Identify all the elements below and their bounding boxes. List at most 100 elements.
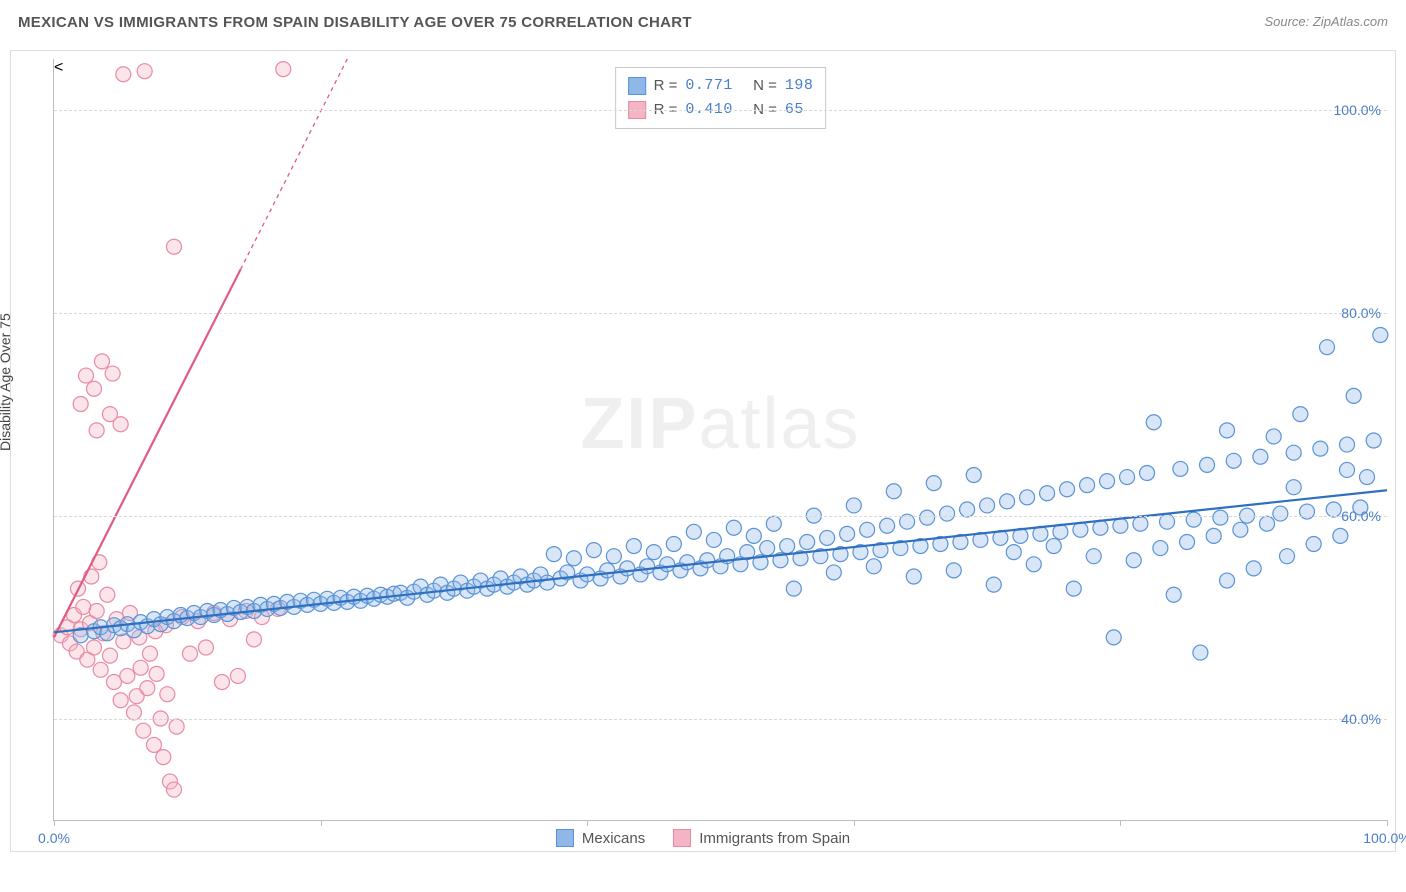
gridline-h xyxy=(54,110,1387,111)
scatter-point-mexicans xyxy=(1113,518,1128,533)
scatter-point-spain xyxy=(136,723,151,738)
scatter-point-mexicans xyxy=(726,520,741,535)
scatter-point-mexicans xyxy=(940,506,955,521)
scatter-point-mexicans xyxy=(620,561,635,576)
scatter-point-mexicans xyxy=(626,539,641,554)
plot-area: ZIPatlas < R = 0.771 N = 198 R = 0.410 N… xyxy=(53,59,1387,821)
scatter-svg xyxy=(54,59,1387,820)
scatter-point-mexicans xyxy=(1286,445,1301,460)
scatter-point-mexicans xyxy=(1306,537,1321,552)
scatter-point-mexicans xyxy=(1186,512,1201,527)
scatter-point-spain xyxy=(142,646,157,661)
scatter-point-mexicans xyxy=(1000,494,1015,509)
scatter-point-spain xyxy=(133,660,148,675)
x-tick xyxy=(1120,820,1121,826)
legend-swatch-mexicans xyxy=(556,829,574,847)
source-prefix: Source: xyxy=(1264,14,1312,29)
chart-container: Disability Age Over 75 ZIPatlas < R = 0.… xyxy=(10,50,1396,852)
scatter-point-mexicans xyxy=(746,528,761,543)
scatter-point-spain xyxy=(149,666,164,681)
scatter-point-mexicans xyxy=(880,518,895,533)
scatter-point-spain xyxy=(214,675,229,690)
scatter-point-spain xyxy=(156,750,171,765)
y-tick-label: 100.0% xyxy=(1334,102,1381,118)
scatter-point-spain xyxy=(86,381,101,396)
scatter-point-spain xyxy=(166,782,181,797)
scatter-point-mexicans xyxy=(1246,561,1261,576)
scatter-point-mexicans xyxy=(700,553,715,568)
legend-item-mexicans: Mexicans xyxy=(556,829,645,847)
scatter-point-spain xyxy=(198,640,213,655)
scatter-point-spain xyxy=(246,632,261,647)
scatter-point-spain xyxy=(140,681,155,696)
scatter-point-spain xyxy=(169,719,184,734)
scatter-point-mexicans xyxy=(1226,453,1241,468)
scatter-point-mexicans xyxy=(906,569,921,584)
y-axis-label: Disability Age Over 75 xyxy=(0,313,13,451)
scatter-point-mexicans xyxy=(1260,516,1275,531)
scatter-point-mexicans xyxy=(566,551,581,566)
scatter-point-mexicans xyxy=(1286,480,1301,495)
scatter-point-mexicans xyxy=(1373,327,1388,342)
scatter-point-spain xyxy=(113,417,128,432)
legend-item-spain: Immigrants from Spain xyxy=(673,829,850,847)
scatter-point-mexicans xyxy=(1060,482,1075,497)
x-tick xyxy=(54,820,55,826)
scatter-point-spain xyxy=(105,366,120,381)
scatter-point-mexicans xyxy=(680,555,695,570)
scatter-point-mexicans xyxy=(1100,474,1115,489)
scatter-point-mexicans xyxy=(1266,429,1281,444)
x-tick xyxy=(587,820,588,826)
scatter-point-spain xyxy=(94,354,109,369)
scatter-point-spain xyxy=(73,396,88,411)
scatter-point-spain xyxy=(166,239,181,254)
legend-swatch-spain xyxy=(673,829,691,847)
scatter-point-mexicans xyxy=(986,577,1001,592)
scatter-point-mexicans xyxy=(1293,407,1308,422)
correlation-legend: R = 0.771 N = 198 R = 0.410 N = 65 xyxy=(615,67,827,129)
gridline-h xyxy=(54,719,1387,720)
scatter-point-spain xyxy=(160,687,175,702)
scatter-point-mexicans xyxy=(966,468,981,483)
scatter-point-spain xyxy=(230,668,245,683)
scatter-point-mexicans xyxy=(860,522,875,537)
scatter-point-mexicans xyxy=(1146,415,1161,430)
scatter-point-spain xyxy=(182,646,197,661)
r-value: 0.771 xyxy=(685,74,733,98)
scatter-point-mexicans xyxy=(1273,506,1288,521)
scatter-point-spain xyxy=(102,648,117,663)
scatter-point-mexicans xyxy=(1320,340,1335,355)
n-value: 198 xyxy=(785,74,814,98)
scatter-point-mexicans xyxy=(840,526,855,541)
legend-label: Mexicans xyxy=(582,830,645,847)
scatter-point-mexicans xyxy=(600,563,615,578)
scatter-point-mexicans xyxy=(780,539,795,554)
scatter-point-mexicans xyxy=(1026,557,1041,572)
scatter-point-spain xyxy=(120,668,135,683)
scatter-point-mexicans xyxy=(1340,462,1355,477)
scatter-point-mexicans xyxy=(1006,545,1021,560)
scatter-point-mexicans xyxy=(820,530,835,545)
scatter-point-mexicans xyxy=(1040,486,1055,501)
scatter-point-spain xyxy=(137,64,152,79)
scatter-point-spain xyxy=(89,603,104,618)
scatter-point-mexicans xyxy=(1360,470,1375,485)
scatter-point-mexicans xyxy=(1220,423,1235,438)
y-tick-label: 80.0% xyxy=(1341,305,1381,321)
scatter-point-mexicans xyxy=(1333,528,1348,543)
trend-line-mexicans xyxy=(54,490,1387,632)
scatter-point-mexicans xyxy=(1366,433,1381,448)
scatter-point-mexicans xyxy=(1346,388,1361,403)
scatter-point-spain xyxy=(116,67,131,82)
scatter-point-mexicans xyxy=(540,575,555,590)
scatter-point-mexicans xyxy=(766,516,781,531)
scatter-point-mexicans xyxy=(666,537,681,552)
gridline-h xyxy=(54,313,1387,314)
scatter-point-spain xyxy=(106,675,121,690)
scatter-point-mexicans xyxy=(926,476,941,491)
scatter-point-mexicans xyxy=(546,547,561,562)
x-tick xyxy=(321,820,322,826)
legend-row-mexicans: R = 0.771 N = 198 xyxy=(628,74,814,98)
scatter-point-mexicans xyxy=(1086,549,1101,564)
legend-label: Immigrants from Spain xyxy=(699,830,850,847)
